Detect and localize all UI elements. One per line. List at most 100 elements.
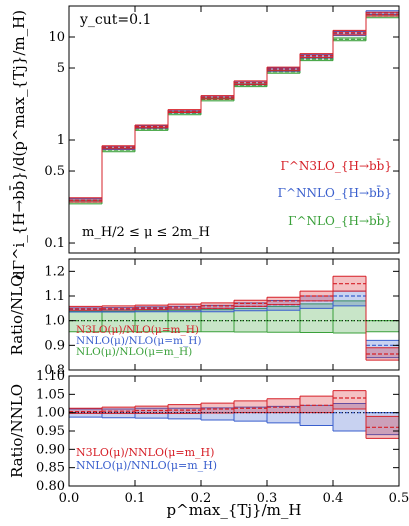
band-bin [69, 408, 102, 414]
band-bin [267, 68, 300, 72]
band-bin [201, 407, 234, 420]
xtick-label: 0.4 [323, 491, 344, 506]
band-bin [333, 37, 366, 41]
ytick-label: 1.1 [44, 289, 65, 304]
band-bin [135, 406, 168, 414]
band-bin [168, 109, 201, 113]
band-bin [135, 125, 168, 129]
band-bin [300, 54, 333, 59]
band-bin [267, 398, 300, 413]
ratio-nnlo-panel: 0.80 0.85 0.90 0.95 1.00 1.05 1.10 0.0 0.1 0.2 0.… [8, 369, 409, 519]
bot-legend: N3LO(μ)/NNLO(μ=m_H)NNLO(μ)/NNLO(μ=m_H) [76, 446, 217, 472]
band-bin [267, 67, 300, 71]
band-bin [267, 300, 300, 311]
band-bin [366, 347, 399, 361]
band-bin [300, 291, 333, 301]
ytick-label: 0.95 [36, 424, 65, 439]
band-bin [102, 305, 135, 311]
xtick-label: 0.5 [389, 491, 409, 506]
series-2-0 [69, 390, 399, 439]
band-bin [267, 70, 300, 74]
ytick-label: 5 [57, 61, 65, 76]
legend-entry: N3LO(μ)/NNLO(μ=m_H) [76, 446, 214, 459]
top-legend: Γ^N3LO_{H→bb̄} Γ^NNLO_{H→bb̄} Γ^NLO_{H→bb̄… [278, 157, 392, 228]
band-bin [366, 320, 399, 332]
band-bin [234, 83, 267, 87]
band-bin [267, 406, 300, 423]
mid-legend: N3LO(μ)/NLO(μ=m_H)NNLO(μ)/NLO(μ=m_H)NLO(… [76, 324, 201, 358]
band-bin [234, 308, 267, 333]
ytick-label: 0.90 [36, 442, 65, 457]
ytick-label: 1.10 [36, 369, 65, 384]
band-bin [333, 276, 366, 292]
band-bin [135, 127, 168, 131]
band-bin [102, 145, 135, 149]
band-bin [234, 300, 267, 307]
band-bin [69, 311, 102, 332]
band-bin [300, 57, 333, 61]
series-0-0 [69, 11, 399, 203]
xtick-label: 0.0 [59, 491, 80, 506]
band-bin [201, 309, 234, 332]
xlabel: p^max_{Tj}/m_H [167, 501, 302, 519]
main-panel: 0.1 0.5 1 5 10 y_cut=0.1 m_H/2 ≤ μ ≤ 2m_H dΓ… [10, 5, 400, 280]
band-bin [333, 390, 366, 409]
band-bin [267, 297, 300, 305]
band-bin [69, 197, 102, 203]
band-bin [333, 291, 366, 306]
band-bin [168, 404, 201, 414]
ytick-label: 1.2 [44, 264, 65, 279]
ytick-label: 0.8 [44, 363, 65, 378]
legend-entry: Γ^N3LO_{H→bb̄} [281, 157, 392, 173]
band-bin [69, 198, 102, 203]
band-bin [168, 110, 201, 113]
ytick-label: 0.85 [36, 461, 65, 476]
band-bin [135, 124, 168, 128]
xtick-label: 0.3 [257, 491, 278, 506]
xtick-label: 0.2 [191, 491, 212, 506]
band-bin [234, 407, 267, 422]
mid-frame [68, 258, 400, 371]
band-bin [234, 81, 267, 85]
band-bin [333, 403, 366, 431]
series-0-2 [69, 13, 399, 205]
band-bin [168, 304, 201, 310]
band-bin [201, 95, 234, 100]
top-ylabel: dΓ^i_{H→bb̄}/d(p^max_{Tj}/m_H) [10, 10, 28, 280]
band-bin [300, 296, 333, 309]
band-bin [366, 12, 399, 16]
band-bin [366, 412, 399, 435]
legend-entry: NNLO(μ)/NNLO(μ=m_H) [76, 459, 217, 472]
top-frame [68, 5, 400, 254]
band-bin [333, 30, 366, 35]
ytick-label: 10 [48, 30, 65, 45]
legend-entry: Γ^NLO_{H→bb̄} [288, 212, 392, 228]
band-bin [333, 31, 366, 36]
band-bin [234, 80, 267, 85]
band-bin [102, 146, 135, 150]
scale-annotation: m_H/2 ≤ μ ≤ 2m_H [82, 225, 210, 240]
band-bin [201, 302, 234, 309]
band-bin [135, 305, 168, 310]
ycut-annotation: y_cut=0.1 [79, 12, 151, 28]
band-bin [234, 400, 267, 413]
band-bin [102, 311, 135, 332]
ytick-label: 1.05 [36, 387, 65, 402]
band-bin [102, 148, 135, 152]
band-bin [366, 416, 399, 439]
ratio-nlo-panel: 0.8 0.9 1.0 1.1 1.2 Ratio/NLO N3LO(μ)/NLO(μ=… [8, 258, 400, 378]
band-bin [300, 53, 333, 58]
band-bin [300, 405, 333, 426]
legend-entry: NLO(μ)/NLO(μ=m_H) [76, 346, 192, 358]
ytick-label: 1 [57, 133, 65, 148]
band-bin [69, 306, 102, 311]
ytick-label: 0.80 [36, 479, 65, 494]
legend-entry: N3LO(μ)/NLO(μ=m_H) [76, 324, 199, 336]
ytick-label: 0.9 [44, 338, 65, 353]
band-bin [201, 95, 234, 100]
ytick-label: 0.1 [44, 236, 65, 251]
bot-ylabel: Ratio/NNLO [8, 384, 26, 478]
band-bin [102, 407, 135, 414]
band-bin [366, 340, 399, 358]
